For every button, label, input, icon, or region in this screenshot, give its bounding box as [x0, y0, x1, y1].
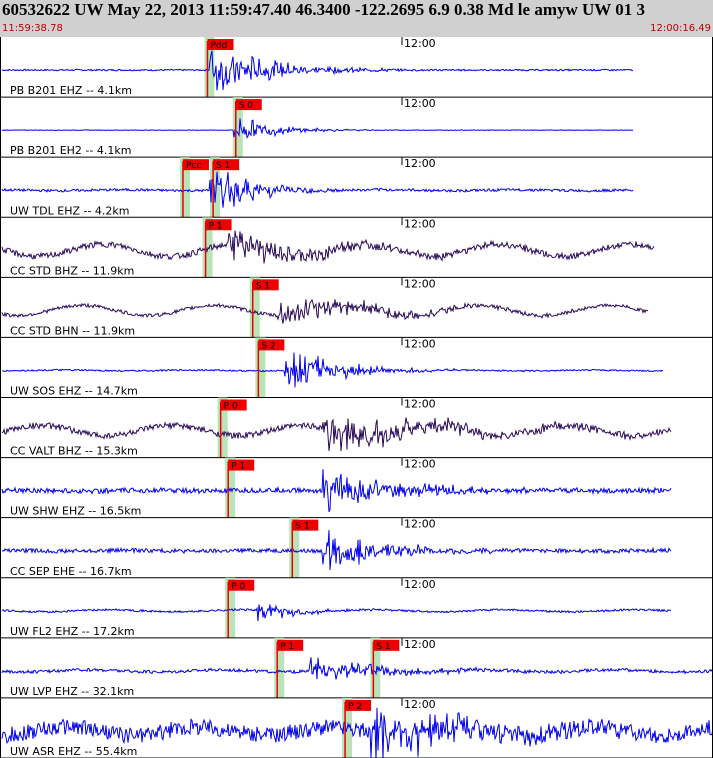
pick-box-0-0 [207, 39, 234, 50]
pick-label-8-0: S 1 [295, 522, 309, 532]
minute-label-11: 12:00 [404, 698, 436, 711]
pick-box-3-0 [205, 219, 232, 231]
pick-label-2-0: Pcc [186, 161, 201, 171]
pick-highlight-7-0 [225, 457, 236, 518]
header-bar: 60532622 UW May 22, 2013 11:59:47.40 46.… [0, 0, 713, 37]
station-label-4: CC STD BHN -- 11.9km [10, 324, 135, 337]
pick-box-9-0 [228, 579, 255, 591]
waveform-2 [1, 171, 634, 208]
pick-label-4-0: S 1 [256, 281, 270, 291]
pick-box-2-1 [213, 159, 240, 171]
station-label-1: PB B201 EH2 -- 4.1km [10, 144, 131, 157]
pick-highlight-3-0 [202, 217, 213, 278]
waveform-6 [1, 417, 672, 452]
pick-label-11-0: P 2 [348, 702, 362, 712]
waveform-7 [1, 469, 672, 513]
waveform-4 [1, 298, 649, 324]
pick-label-6-0: P 0 [224, 402, 238, 412]
event-title: 60532622 UW May 22, 2013 11:59:47.40 46.… [2, 0, 645, 19]
minute-label-2: 12:00 [404, 157, 436, 170]
track-5: 12:00 S 2 UW SOS EHZ -- 14.7km [0, 337, 713, 398]
minute-label-10: 12:00 [404, 638, 436, 651]
pick-label-7-0: P 1 [231, 462, 245, 472]
track-2: 12:00 Pcc S 1 UW TDL EHZ -- 4.2km [0, 157, 713, 218]
start-time: 11:59:38.78 [2, 23, 63, 34]
pick-highlight-10-0 [274, 637, 285, 698]
pick-label-10-1: S 1 [376, 642, 390, 652]
minute-label-1: 12:00 [404, 97, 436, 110]
pick-box-10-1 [373, 639, 400, 651]
pick-highlight-2-1 [210, 157, 221, 218]
waveform-1 [1, 118, 634, 139]
track-3: 12:00 P 1 CC STD BHZ -- 11.9km [0, 217, 713, 278]
track-7: 12:00 P 1 UW SHW EHZ -- 16.5km [0, 457, 713, 519]
waveform-9 [1, 604, 672, 622]
pick-highlight-1-0 [232, 97, 243, 158]
track-11: 12:00 P 2 UW ASR EHZ -- 55.4km [0, 697, 713, 758]
pick-label-1-0: S 0 [239, 101, 254, 111]
waveform-0 [1, 50, 634, 91]
station-label-9: UW FL2 EHZ -- 17.2km [10, 625, 135, 638]
station-label-11: UW ASR EHZ -- 55.4km [10, 745, 137, 758]
minute-label-0: 12:00 [404, 37, 436, 50]
pick-box-8-0 [292, 519, 319, 531]
seismogram-plot: 12:00 Pdd PB B201 EHZ -- 4.1km 12:00 S 0 PB B… [0, 37, 713, 758]
minute-label-8: 12:00 [404, 518, 436, 531]
pick-label-10-0: P 1 [280, 642, 294, 652]
pick-box-10-0 [277, 639, 304, 651]
pick-highlight-9-0 [225, 577, 236, 638]
minute-label-5: 12:00 [404, 337, 436, 350]
track-0: 12:00 Pdd PB B201 EHZ -- 4.1km [0, 37, 713, 98]
pick-highlight-2-0 [179, 157, 190, 218]
pick-highlight-10-1 [370, 637, 381, 698]
track-8: 12:00 S 1 CC SEP EHE -- 16.7km [0, 517, 713, 579]
track-6: 12:00 P 0 CC VALT BHZ -- 15.3km [0, 397, 713, 459]
pick-label-9-0: P 0 [231, 582, 245, 592]
pick-box-11-0 [345, 699, 372, 711]
pick-box-4-0 [252, 279, 279, 291]
pick-label-2-1: S 1 [216, 161, 230, 171]
pick-label-5-0: S 2 [261, 341, 275, 351]
track-10: 12:00 P 1 S 1 UW LVP EHZ -- 32.1km [0, 637, 713, 699]
track-4: 12:00 S 1 CC STD BHN -- 11.9km [0, 277, 713, 338]
station-label-3: CC STD BHZ -- 11.9km [10, 264, 134, 277]
pick-label-3-0: P 1 [209, 221, 223, 231]
pick-highlight-5-0 [255, 337, 266, 398]
waveform-11 [1, 707, 713, 758]
waveform-5 [1, 352, 664, 388]
pick-highlight-6-0 [217, 397, 228, 458]
station-label-2: UW TDL EHZ -- 4.2km [10, 204, 130, 217]
pick-box-7-0 [228, 459, 255, 471]
waveform-10 [1, 657, 713, 680]
station-label-5: UW SOS EHZ -- 14.7km [10, 385, 138, 398]
pick-box-2-0 [182, 159, 209, 171]
minute-label-9: 12:00 [404, 578, 436, 591]
pick-highlight-4-0 [249, 277, 260, 338]
end-time: 12:00:16.49 [650, 23, 711, 34]
pick-label-0-0: Pdd [210, 41, 227, 51]
track-9: 12:00 P 0 UW FL2 EHZ -- 17.2km [0, 577, 713, 639]
minute-label-7: 12:00 [404, 458, 436, 471]
pick-box-5-0 [258, 339, 285, 351]
minute-label-3: 12:00 [404, 217, 436, 230]
station-label-10: UW LVP EHZ -- 32.1km [10, 685, 134, 698]
pick-box-1-0 [235, 99, 262, 111]
station-label-8: CC SEP EHE -- 16.7km [10, 565, 132, 578]
track-1: 12:00 S 0 PB B201 EH2 -- 4.1km [0, 97, 713, 158]
pick-highlight-8-0 [289, 517, 300, 578]
pick-box-6-0 [220, 399, 247, 411]
minute-label-4: 12:00 [404, 277, 436, 290]
station-label-6: CC VALT BHZ -- 15.3km [10, 445, 138, 458]
waveform-3 [1, 230, 655, 264]
waveform-8 [1, 530, 672, 570]
station-label-0: PB B201 EHZ -- 4.1km [10, 84, 132, 97]
minute-label-6: 12:00 [404, 398, 436, 411]
station-label-7: UW SHW EHZ -- 16.5km [10, 505, 141, 518]
